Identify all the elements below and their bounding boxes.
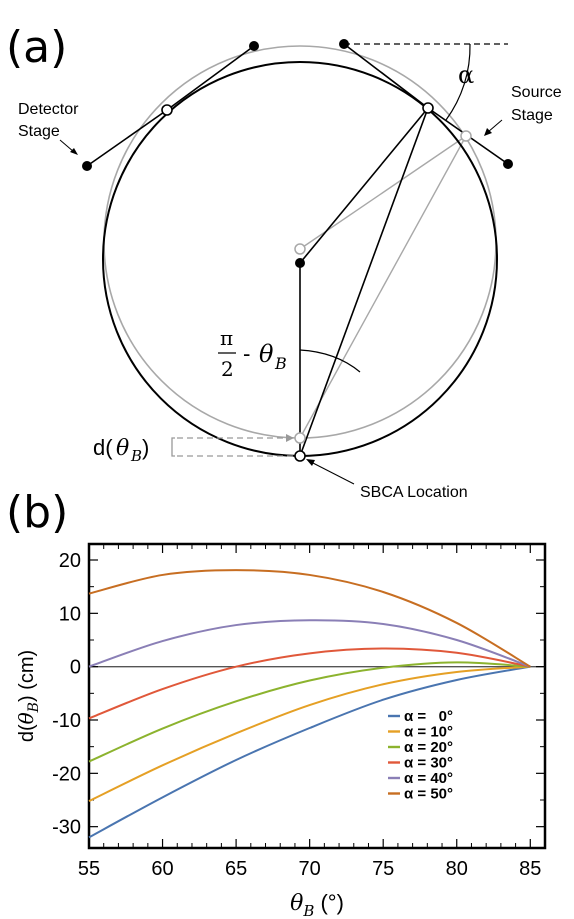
bragg-angle-arc xyxy=(299,349,361,373)
detector-stage-label-line1: Detector xyxy=(18,101,79,118)
x-tick-label: 55 xyxy=(78,858,100,880)
svg-text:-: - xyxy=(243,342,250,367)
legend-label-0: α = 0° xyxy=(404,708,453,725)
svg-text:d(θB) (cm): d(θB) (cm) xyxy=(14,650,42,742)
detector-point xyxy=(161,104,173,116)
sbca-pointer-head xyxy=(306,459,315,466)
gray-sbca-point xyxy=(294,432,306,444)
x-tick-label: 70 xyxy=(299,858,321,880)
sbca-pointer xyxy=(310,461,355,485)
svg-text:θ: θ xyxy=(116,436,129,461)
detector-end-point xyxy=(82,161,92,171)
source-top-point xyxy=(339,39,349,49)
offset-label: d( θ B ) xyxy=(93,435,149,465)
source-stage-label-line1: Source xyxy=(511,84,562,101)
detector-top-point xyxy=(249,41,259,51)
x-tick-label: 75 xyxy=(372,858,394,880)
panel-b-label: (b) xyxy=(6,487,68,538)
series-line-3 xyxy=(88,647,531,720)
x-tick-label: 85 xyxy=(519,858,541,880)
sbca-point xyxy=(294,450,306,462)
y-tick-label: 0 xyxy=(70,657,81,679)
alpha-arc xyxy=(445,43,471,121)
source-arm-upper xyxy=(343,43,429,109)
source-stage-pointer xyxy=(487,119,503,133)
detector-arm-lower xyxy=(86,109,168,167)
y-tick-label: -20 xyxy=(52,763,81,785)
source-stage-label-line2: Stage xyxy=(511,107,553,124)
source-point xyxy=(422,102,434,114)
axis-ticks: 55 60 65 70 75 80 85 -30 -20 -10 0 10 20 xyxy=(52,544,545,880)
series-line-0 xyxy=(88,665,531,839)
gray-center-point xyxy=(294,243,306,255)
x-tick-label: 80 xyxy=(446,858,468,880)
svg-text:): ) xyxy=(142,435,149,460)
y-axis-label: d(θB) (cm) xyxy=(14,650,42,742)
plot-area: 55 60 65 70 75 80 85 -30 -20 -10 0 10 20 α = 0°α = 1… xyxy=(52,542,547,880)
source-to-sbca-ray xyxy=(299,107,429,457)
series-line-5 xyxy=(88,569,531,668)
black-center-point xyxy=(295,258,305,268)
legend-label-3: α = 30° xyxy=(404,755,453,772)
svg-text:d(: d( xyxy=(93,435,113,460)
offset-dash-gray-head xyxy=(286,434,294,442)
legend-label-2: α = 20° xyxy=(404,739,453,756)
legend-label-4: α = 40° xyxy=(404,770,453,787)
bragg-angle-label: π 2 - θ B xyxy=(218,326,287,381)
x-axis-label: θB (°) xyxy=(290,890,344,919)
series-line-4 xyxy=(88,619,531,668)
offset-bracket xyxy=(171,437,175,457)
svg-text:θ: θ xyxy=(259,340,274,368)
legend: α = 0°α = 10°α = 20°α = 30°α = 40°α = 50… xyxy=(388,708,453,803)
panel-a-label: (a) xyxy=(6,22,67,73)
y-tick-label: 20 xyxy=(59,550,81,572)
x-tick-label: 65 xyxy=(225,858,247,880)
gray-source-to-sbca xyxy=(299,135,467,439)
detector-stage-label-line2: Stage xyxy=(18,123,60,140)
svg-text:2: 2 xyxy=(221,357,234,381)
detector-arm-upper xyxy=(166,45,255,111)
svg-text:B: B xyxy=(130,447,142,465)
y-tick-label: -30 xyxy=(52,817,81,839)
detector-stage-pointer xyxy=(59,139,75,153)
plot-frame xyxy=(87,542,547,850)
source-end-point xyxy=(503,159,513,169)
detector-stage-pointer-head xyxy=(70,148,78,155)
x-tick-label: 60 xyxy=(151,858,173,880)
sbca-location-label: SBCA Location xyxy=(360,484,468,501)
series-line-2 xyxy=(88,661,531,763)
y-tick-label: -10 xyxy=(52,710,81,732)
gray-source-point xyxy=(460,130,472,142)
y-tick-label: 10 xyxy=(59,603,81,625)
legend-label-1: α = 10° xyxy=(404,724,453,741)
panel-a: (a) α Detector xyxy=(6,22,562,501)
alpha-label: α xyxy=(458,61,474,89)
series-line-1 xyxy=(88,665,531,802)
svg-text:π: π xyxy=(220,326,233,350)
black-source-radius xyxy=(299,107,429,264)
source-stage-pointer-head xyxy=(484,128,492,136)
svg-text:B: B xyxy=(274,354,287,373)
series-lines xyxy=(88,569,531,839)
legend-label-5: α = 50° xyxy=(404,786,453,803)
